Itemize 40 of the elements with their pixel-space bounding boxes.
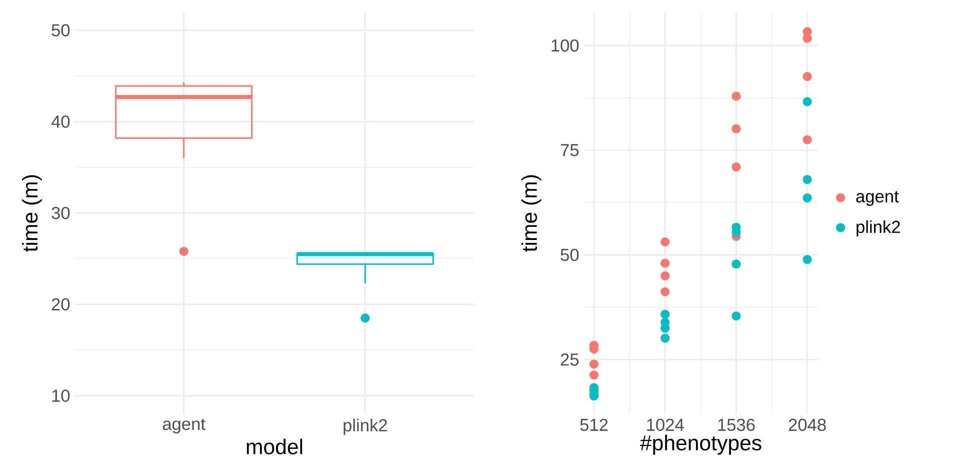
point: [732, 311, 741, 321]
legend-label: agent: [856, 191, 899, 206]
y-tick-label: 20: [52, 298, 70, 310]
x-axis-title: model: [246, 438, 302, 454]
point: [802, 97, 812, 106]
y-tick-label: 25: [560, 353, 579, 366]
x-axis-title: #phenotypes: [640, 434, 762, 455]
x-tick-label: 2048: [788, 418, 826, 431]
y-tick-label: 10: [52, 390, 70, 402]
point: [802, 193, 812, 202]
point: [732, 162, 741, 172]
y-tick-label: 50: [52, 24, 70, 36]
point: [802, 174, 812, 184]
y-tick-label: 50: [560, 248, 579, 262]
point: [802, 254, 812, 264]
x-tick-label: 1536: [718, 418, 755, 431]
x-tick-label: plink2: [344, 418, 387, 435]
point: [660, 310, 670, 319]
point: [660, 237, 670, 246]
point: [732, 260, 741, 269]
y-tick-label: 75: [560, 144, 579, 156]
point: [660, 334, 670, 343]
x-tick-label: agent: [162, 418, 206, 434]
y-axis-title: time (m): [22, 175, 42, 252]
point: [732, 92, 741, 101]
legend-label: plink2: [856, 220, 900, 236]
y-tick-label: 100: [552, 39, 579, 52]
point: [802, 135, 812, 144]
y-axis-title: time (m): [521, 175, 542, 252]
y-tick-label: 40: [51, 115, 70, 128]
x-tick-label: 1024: [647, 418, 684, 431]
point: [589, 370, 599, 380]
point: [589, 360, 599, 369]
point: [732, 124, 741, 134]
y-tick-label: 30: [52, 206, 70, 220]
x-tick-label: 512: [580, 418, 608, 431]
point: [660, 287, 670, 296]
point: [660, 271, 670, 280]
point: [660, 258, 670, 268]
point: [802, 72, 812, 82]
